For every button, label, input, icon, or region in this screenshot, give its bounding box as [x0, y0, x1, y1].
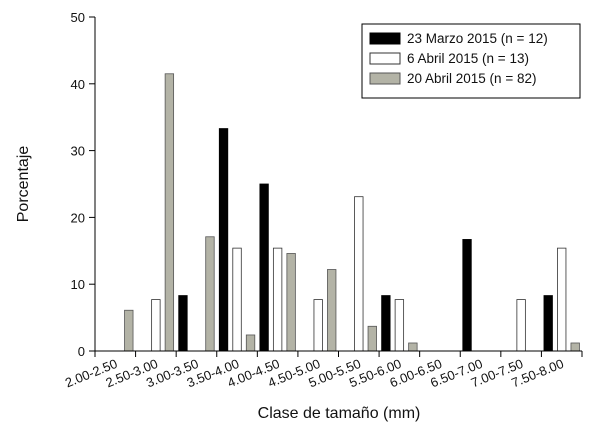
bar [354, 196, 364, 352]
legend-swatch [369, 32, 401, 45]
bar [232, 247, 242, 352]
legend-swatch [369, 72, 401, 85]
bar [259, 183, 269, 352]
y-axis-ticks: 0 10 20 30 40 50 [71, 10, 95, 359]
y-tick-label: 20 [71, 210, 85, 225]
y-tick-label: 10 [71, 277, 85, 292]
legend-label: 23 Marzo 2015 (n = 12) [407, 31, 548, 46]
bar [408, 342, 418, 352]
bar [367, 325, 377, 352]
bar [151, 299, 161, 352]
bar [178, 295, 188, 352]
bar [245, 334, 256, 352]
y-tick-label: 0 [78, 344, 85, 359]
bar [327, 269, 337, 352]
y-axis-title: Porcentaje [15, 146, 32, 223]
bar [164, 73, 175, 352]
bars-group [124, 73, 580, 352]
y-tick-label: 30 [71, 144, 85, 159]
bar [516, 299, 526, 352]
legend: 23 Marzo 2015 (n = 12) 6 Abril 2015 (n = … [361, 23, 581, 99]
bar [124, 309, 134, 352]
bar [218, 128, 229, 352]
bar [286, 253, 296, 352]
bar [394, 299, 405, 352]
y-tick-label: 50 [71, 10, 85, 25]
legend-label: 6 Abril 2015 (n = 13) [407, 51, 529, 66]
x-axis-ticks: 2.00-2.502.50-3.003.00-3.503.50-4.004.00… [63, 351, 583, 390]
x-axis-title: Clase de tamaño (mm) [258, 405, 421, 422]
plot-area: 0 10 20 30 40 50 2.00-2.502.50-3.003.00-3.503… [63, 10, 583, 390]
bar [381, 295, 391, 352]
y-tick-label: 40 [71, 77, 85, 92]
bar [557, 247, 567, 352]
legend-label: 20 Abril 2015 (n = 82) [407, 71, 536, 86]
bar [313, 299, 323, 352]
bar [543, 295, 553, 352]
bar [570, 342, 580, 352]
bar [462, 239, 472, 352]
bar [205, 236, 215, 352]
bar [272, 247, 283, 352]
legend-swatch [369, 52, 401, 65]
